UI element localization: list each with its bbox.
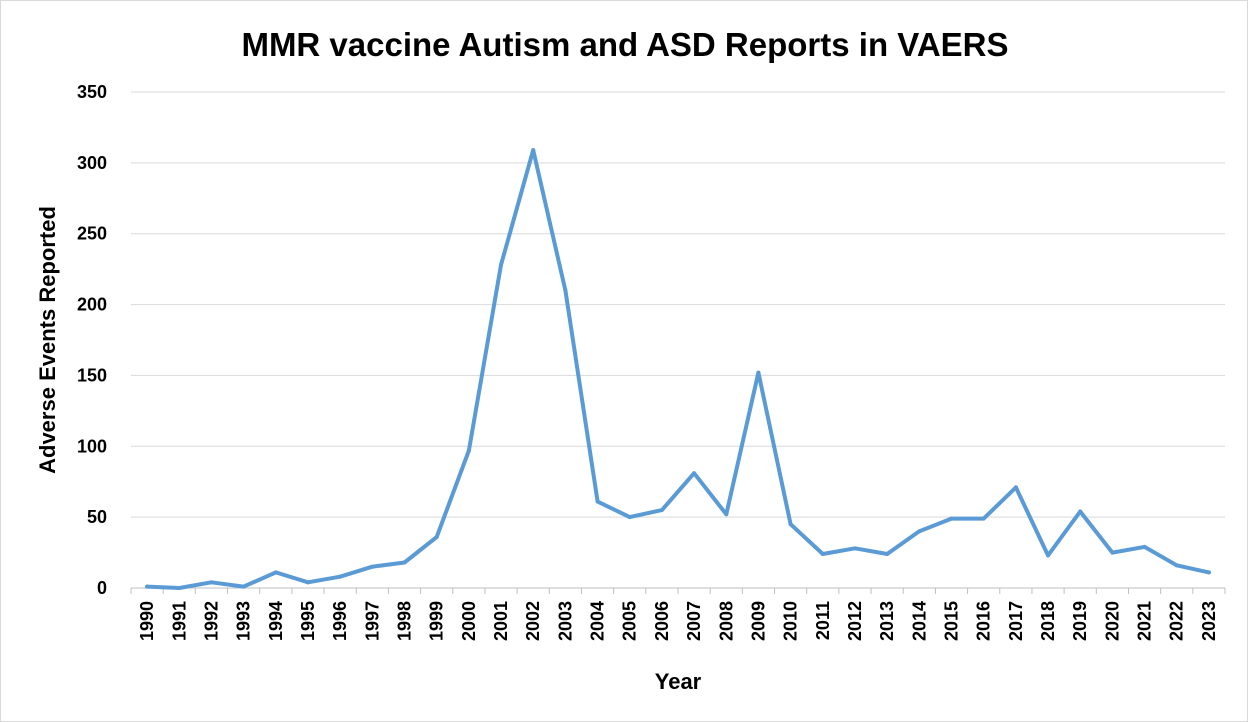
data-point-2019	[1078, 509, 1083, 514]
x-tick-label: 1996	[330, 601, 350, 641]
x-tick-label: 2006	[652, 601, 672, 641]
x-tick-label: 2004	[588, 601, 608, 641]
x-tick-label: 2001	[491, 601, 511, 641]
x-tick-label: 2013	[877, 601, 897, 641]
data-point-2012	[852, 546, 857, 551]
x-tick-label: 2020	[1102, 601, 1122, 641]
gridlines	[131, 91, 1225, 518]
series-line	[145, 148, 1211, 590]
y-tick-label: 100	[77, 436, 107, 456]
x-tick-label: 2008	[716, 601, 736, 641]
data-point-2014	[917, 529, 922, 534]
data-point-2017	[1013, 485, 1018, 490]
x-tick-label: 1999	[427, 601, 447, 641]
y-tick-label: 0	[97, 578, 107, 598]
y-tick-label: 50	[87, 507, 107, 527]
data-point-1996	[338, 574, 343, 579]
data-point-2000	[466, 448, 471, 453]
data-point-2007	[692, 471, 697, 476]
x-axis-ticks: 1990 1991 1992 1993 1994 1995 1996 1997 1998 1999…	[137, 601, 1219, 641]
x-tick-label: 2019	[1070, 601, 1090, 641]
data-point-2006	[659, 508, 664, 513]
y-axis-ticks: 0 50 100 150 200 250 300 350	[77, 82, 107, 598]
x-tick-label: 2007	[684, 601, 704, 641]
x-tick-label: 2000	[459, 601, 479, 641]
data-point-2001	[499, 262, 504, 267]
y-tick-label: 200	[77, 295, 107, 315]
chart-title: MMR vaccine Autism and ASD Reports in VA…	[241, 26, 1008, 63]
data-point-1990	[145, 584, 150, 589]
data-point-2018	[1046, 553, 1051, 558]
x-tick-label: 2009	[748, 601, 768, 641]
x-tick-label: 1994	[266, 601, 286, 641]
data-point-1994	[273, 570, 278, 575]
data-point-1999	[434, 534, 439, 539]
data-point-2015	[949, 516, 954, 521]
data-point-2013	[885, 551, 890, 556]
x-tick-label: 1992	[201, 601, 221, 641]
x-tick-label: 2015	[942, 601, 962, 641]
data-point-1991	[177, 586, 182, 590]
y-tick-label: 300	[77, 153, 107, 173]
data-point-2022	[1174, 563, 1179, 568]
x-tick-label: 1993	[234, 601, 254, 641]
x-tick-label: 2016	[974, 601, 994, 641]
data-point-2008	[724, 512, 729, 517]
x-tick-label: 1997	[362, 601, 382, 641]
data-point-2023	[1206, 570, 1211, 575]
x-tick-label: 2011	[813, 601, 833, 640]
data-point-2021	[1142, 544, 1147, 549]
x-tick-label: 2012	[845, 601, 865, 641]
x-axis	[130, 587, 1226, 594]
data-point-2005	[627, 515, 632, 520]
x-tick-label: 2022	[1167, 601, 1187, 641]
x-tick-label: 1995	[298, 601, 318, 641]
x-tick-label: 1991	[169, 601, 189, 641]
data-point-2003	[563, 288, 568, 293]
x-axis-label: Year	[655, 669, 702, 694]
data-point-1995	[305, 580, 310, 585]
x-tick-label: 2017	[1006, 601, 1026, 641]
series-layer	[145, 148, 1211, 590]
x-tick-label: 2014	[909, 601, 929, 641]
y-tick-label: 250	[77, 224, 107, 244]
x-tick-label: 2010	[781, 601, 801, 641]
data-point-1997	[370, 564, 375, 569]
data-point-2004	[595, 499, 600, 504]
x-tick-label: 2023	[1199, 601, 1219, 641]
y-tick-label: 350	[77, 82, 107, 102]
x-tick-label: 2021	[1135, 601, 1155, 641]
y-tick-label: 150	[77, 365, 107, 385]
data-point-2011	[820, 551, 825, 556]
data-point-1998	[402, 560, 407, 565]
x-tick-label: 2005	[620, 601, 640, 641]
data-point-1992	[209, 580, 214, 585]
x-tick-label: 2003	[555, 601, 575, 641]
data-point-2010	[788, 522, 793, 527]
y-axis-label: Adverse Events Reported	[35, 206, 60, 474]
x-tick-label: 1998	[395, 601, 415, 641]
x-tick-label: 1990	[137, 601, 157, 641]
data-point-1993	[241, 584, 246, 589]
data-point-2009	[756, 370, 761, 375]
x-tick-label: 2002	[523, 601, 543, 641]
x-tick-label: 2018	[1038, 601, 1058, 641]
data-point-2002	[531, 148, 536, 153]
data-point-2020	[1110, 550, 1115, 555]
data-point-2016	[981, 516, 986, 521]
